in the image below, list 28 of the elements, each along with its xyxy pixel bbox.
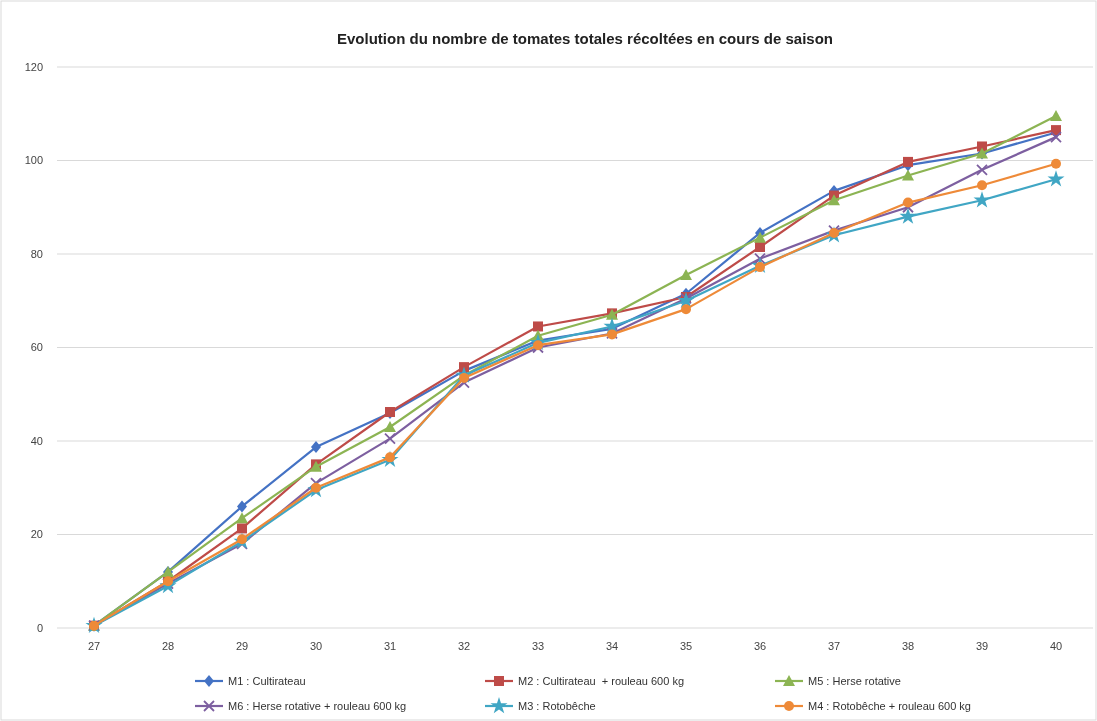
y-tick-label: 60	[30, 341, 43, 354]
x-tick-label: 31	[383, 640, 397, 652]
x-tick-label: 38	[901, 640, 915, 652]
x-tick-label: 28	[161, 640, 175, 652]
x-tick-label: 27	[87, 640, 101, 652]
x-tick-label: 30	[309, 640, 323, 652]
y-tick-label: 0	[36, 621, 43, 634]
x-tick-label: 35	[679, 640, 693, 652]
chart-title: Evolution du nombre de tomates totales récoltées en cours de saison	[337, 30, 833, 47]
x-tick-label: 33	[531, 640, 545, 652]
x-tick-label: 29	[235, 640, 249, 652]
y-tick-label: 120	[24, 60, 43, 73]
legend-label: M6 : Herse rotative + rouleau 600 kg	[228, 699, 407, 712]
x-tick-label: 39	[975, 640, 989, 652]
legend-label: M3 : Rotobêche	[518, 699, 596, 712]
y-tick-label: 40	[30, 434, 43, 447]
y-tick-label: 80	[30, 247, 43, 260]
legend-label: M1 : Cultirateau	[228, 674, 306, 687]
x-tick-label: 40	[1049, 640, 1063, 652]
x-tick-label: 34	[605, 640, 619, 652]
legend-label: M5 : Herse rotative	[808, 674, 901, 687]
x-tick-label: 32	[457, 640, 471, 652]
x-tick-label: 37	[827, 640, 841, 652]
y-tick-label: 20	[30, 528, 43, 541]
legend-label: M4 : Rotobêche + rouleau 600 kg	[808, 699, 971, 712]
x-tick-label: 36	[753, 640, 767, 652]
y-tick-label: 100	[24, 154, 43, 167]
legend-label: M2 : Cultirateau + rouleau 600 kg	[518, 674, 685, 687]
